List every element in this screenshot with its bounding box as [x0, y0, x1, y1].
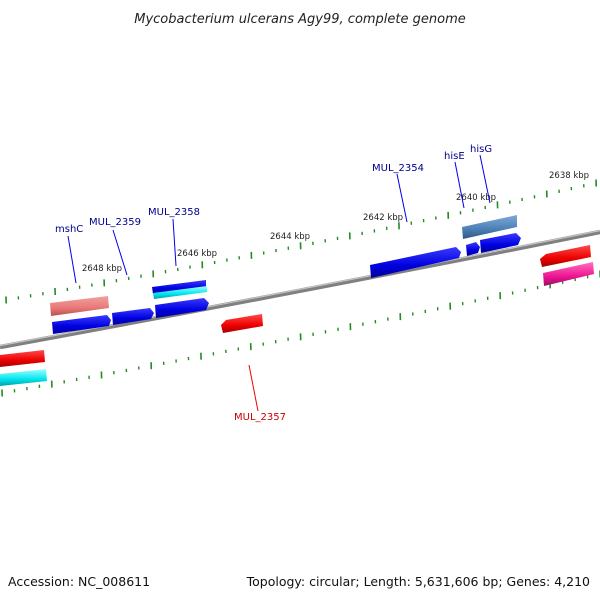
gene-label-MUL_2358: MUL_2358 — [148, 207, 200, 218]
gene-feature-blue-3 — [155, 298, 209, 318]
scale-label-2642: 2642 kbp — [363, 213, 403, 223]
gene-features — [0, 215, 594, 386]
gene-feature-MUL_2358-blue — [152, 280, 206, 294]
gene-feature-mshC — [50, 296, 109, 316]
genome-backbone-highlight — [0, 230, 600, 347]
gene-label-MUL_2354: MUL_2354 — [372, 163, 424, 174]
gene-label-MUL_2359: MUL_2359 — [89, 217, 141, 228]
gene-feature-MUL_2354 — [370, 247, 461, 278]
scale-label-2646: 2646 kbp — [177, 249, 217, 259]
outer-tick-row — [5, 179, 597, 304]
gene-feature-hisE — [466, 242, 480, 256]
leader-hisG — [479, 154, 491, 204]
scale-label-2638: 2638 kbp — [549, 171, 589, 181]
gene-feature-blue-2 — [112, 308, 154, 325]
scale-label-2640: 2640 kbp — [456, 193, 496, 203]
accession-text: Accession: NC_008611 — [8, 574, 150, 589]
inner-tick-row — [1, 270, 600, 397]
gene-feature-magenta-right — [543, 262, 594, 286]
map-title: Mycobacterium ulcerans Agy99, complete g… — [134, 12, 466, 27]
scale-label-2648: 2648 kbp — [82, 264, 122, 274]
leader-MUL_2359 — [112, 229, 128, 276]
label-leader-lines — [67, 154, 491, 412]
leader-mshC — [67, 235, 77, 284]
scale-label-2644: 2644 kbp — [270, 232, 310, 242]
genome-summary-text: Topology: circular; Length: 5,631,606 bp… — [246, 574, 590, 589]
gene-feature-steelblue — [462, 215, 517, 239]
leader-MUL_2354 — [396, 173, 408, 223]
gene-feature-cyan-left — [0, 369, 47, 386]
gene-feature-MUL_2358-cyan — [153, 286, 207, 299]
gene-feature-red-right — [540, 245, 591, 267]
genome-backbone — [0, 229, 600, 350]
gene-label-hisG: hisG — [470, 144, 492, 155]
gene-label-MUL_2357: MUL_2357 — [234, 412, 286, 423]
gene-feature-MUL_2357 — [221, 314, 263, 333]
leader-MUL_2357 — [248, 364, 259, 412]
leader-MUL_2358 — [172, 218, 177, 267]
leader-hisE — [454, 161, 465, 209]
gene-feature-blue-1 — [52, 315, 111, 334]
gene-feature-red-left — [0, 350, 45, 367]
gene-feature-hisG — [480, 233, 521, 253]
gene-label-mshC: mshC — [55, 224, 83, 235]
gene-label-hisE: hisE — [444, 151, 465, 162]
